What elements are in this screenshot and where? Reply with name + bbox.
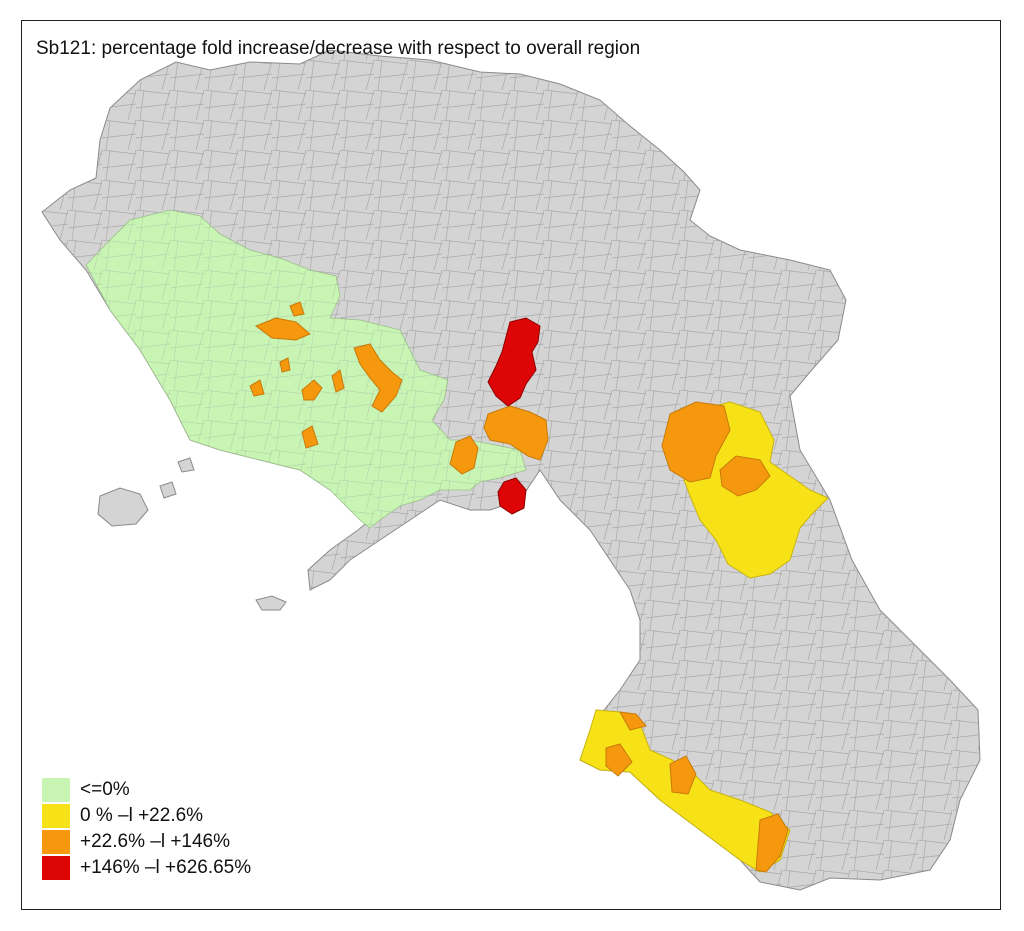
island-small <box>177 457 195 473</box>
zone-green-texture <box>86 210 526 528</box>
legend-swatch <box>42 856 70 880</box>
zone-orange-cilento-1 <box>619 711 647 731</box>
zone-orange-2 <box>289 301 305 317</box>
legend-swatch <box>42 804 70 828</box>
zone-orange-7 <box>279 357 291 373</box>
island-procida <box>159 481 177 499</box>
zone-orange-cilento-2 <box>605 743 633 777</box>
choropleth-map <box>41 49 981 891</box>
island-capri <box>255 595 287 611</box>
map-title: Sb121: percentage fold increase/decrease… <box>36 38 641 59</box>
zone-orange-5 <box>331 369 345 393</box>
zone-orange-8 <box>301 425 319 449</box>
zone-orange-avellino <box>483 405 549 461</box>
legend-swatch <box>42 778 70 802</box>
legend-item: +146% –l +626.65% <box>42 855 251 881</box>
legend-label: <=0% <box>80 779 130 800</box>
zone-orange-cilento-4 <box>755 813 789 873</box>
zone-orange-6 <box>249 379 265 397</box>
legend-label: +22.6% –l +146% <box>80 831 231 852</box>
zone-orange-east-2 <box>719 455 771 497</box>
legend-item: <=0% <box>42 777 251 803</box>
zone-red-benevento <box>487 317 541 407</box>
zone-orange-east <box>661 401 731 483</box>
legend-swatch <box>42 830 70 854</box>
legend-item: 0 % –l +22.6% <box>42 803 251 829</box>
legend-label: +146% –l +626.65% <box>80 857 252 878</box>
zone-orange-4 <box>301 379 323 401</box>
island-ischia <box>97 487 149 527</box>
legend: <=0% 0 % –l +22.6% +22.6% –l +146% +146% –l… <box>42 777 251 881</box>
zone-orange-cilento-3 <box>669 755 697 795</box>
zone-orange-3 <box>353 343 403 413</box>
legend-label: 0 % –l +22.6% <box>80 805 204 826</box>
zone-red-south <box>497 477 527 515</box>
zone-orange-avellino-west <box>449 435 479 475</box>
legend-item: +22.6% –l +146% <box>42 829 251 855</box>
zone-orange-1 <box>254 317 311 341</box>
